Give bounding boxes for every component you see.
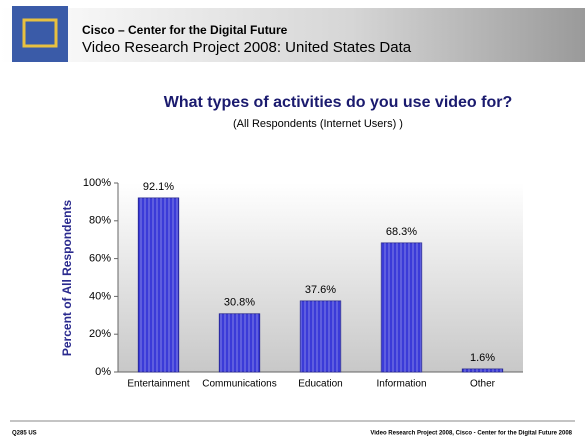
logo — [12, 6, 68, 62]
y-tick-label: 60% — [89, 253, 111, 265]
chart-title: What types of activities do you use vide… — [164, 94, 513, 111]
footer-right: Video Research Project 2008, Cisco - Cen… — [370, 431, 572, 437]
y-tick-label: 0% — [95, 366, 111, 378]
logo-icon — [22, 18, 58, 48]
value-label: 37.6% — [305, 284, 336, 296]
chart-subtitle: (All Respondents (Internet Users) ) — [233, 118, 403, 130]
footer-left: Q285 US — [12, 431, 37, 437]
x-tick-label: Information — [376, 379, 426, 390]
header-org: Cisco – Center for the Digital Future — [82, 23, 288, 37]
y-tick-label: 80% — [89, 215, 111, 227]
bar-texture — [462, 368, 503, 372]
header-bar — [0, 8, 585, 62]
bar-texture — [219, 313, 260, 372]
bar-texture — [138, 197, 179, 372]
value-label: 1.6% — [470, 352, 495, 364]
x-tick-label: Communications — [202, 379, 276, 390]
y-axis-label: Percent of All Respondents — [60, 200, 74, 357]
y-tick-label: 40% — [89, 290, 111, 302]
value-label: 68.3% — [386, 226, 417, 238]
x-tick-label: Other — [470, 379, 496, 390]
header-title: Video Research Project 2008: United Stat… — [82, 39, 412, 56]
y-tick-label: 20% — [89, 328, 111, 340]
bar-texture — [300, 300, 341, 372]
bar-texture — [381, 242, 422, 372]
y-tick-label: 100% — [83, 177, 111, 189]
value-label: 92.1% — [143, 181, 174, 193]
x-tick-label: Entertainment — [127, 379, 189, 390]
x-tick-label: Education — [298, 379, 342, 390]
value-label: 30.8% — [224, 297, 255, 309]
